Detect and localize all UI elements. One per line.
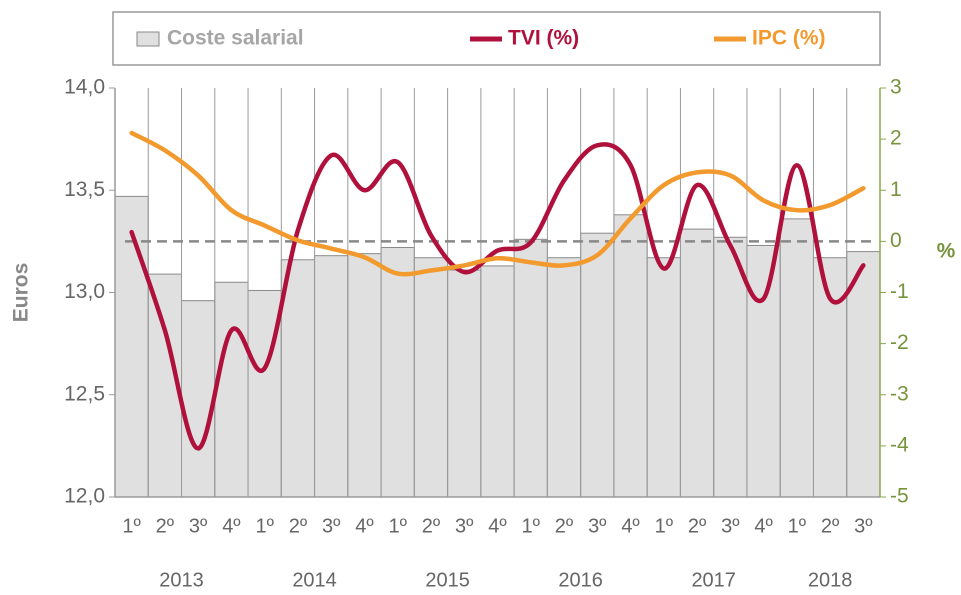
x-tick-label: 3º xyxy=(588,515,607,537)
y2-tick-label: 3 xyxy=(890,76,902,99)
x-tick-label: 3º xyxy=(854,515,873,537)
x-tick-label: 3º xyxy=(455,515,474,537)
year-label: 2015 xyxy=(425,569,470,591)
y2-tick-label: -2 xyxy=(890,331,909,354)
y-tick-label: 12,0 xyxy=(64,485,105,508)
legend-swatch xyxy=(136,31,160,47)
year-label: 2017 xyxy=(691,569,736,591)
x-tick-label: 3º xyxy=(721,515,740,537)
x-tick-label: 2º xyxy=(289,515,308,537)
y2-tick-label: 2 xyxy=(890,127,902,150)
bar xyxy=(114,195,149,498)
y2-tick-label: -5 xyxy=(890,485,909,508)
year-label: 2014 xyxy=(292,569,337,591)
x-tick-label: 2º xyxy=(555,515,574,537)
y2-tick-label: -1 xyxy=(890,280,909,303)
x-tick-label: 4º xyxy=(754,515,773,537)
bar xyxy=(679,228,715,498)
y2-tick-label: -3 xyxy=(890,382,909,405)
bar xyxy=(380,247,415,498)
year-label: 2016 xyxy=(558,569,603,591)
year-label: 2013 xyxy=(159,569,204,591)
bar xyxy=(280,259,316,498)
x-tick-label: 3º xyxy=(189,515,208,537)
x-tick-label: 2º xyxy=(688,515,707,537)
line-series xyxy=(129,142,866,451)
x-tick-label: 2º xyxy=(821,515,840,537)
bar xyxy=(480,265,515,498)
y-axis-title: Euros xyxy=(10,263,33,323)
bar xyxy=(546,257,582,498)
bar xyxy=(181,300,216,498)
x-tick-label: 1º xyxy=(655,515,674,537)
x-tick-label: 4º xyxy=(488,515,507,537)
bar xyxy=(413,257,449,498)
x-tick-label: 2º xyxy=(422,515,441,537)
y-tick-label: 13,5 xyxy=(64,178,105,201)
y2-axis-title: % xyxy=(937,240,956,263)
y2-tick-label: 0 xyxy=(890,229,902,252)
legend-label: Coste salarial xyxy=(167,27,304,50)
bar xyxy=(347,253,382,498)
year-label: 2018 xyxy=(808,569,853,591)
y-tick-label: 12,5 xyxy=(64,382,105,405)
bar xyxy=(447,269,482,498)
x-tick-label: 1º xyxy=(255,515,274,537)
bar xyxy=(580,232,615,498)
x-tick-label: 4º xyxy=(621,515,640,537)
x-tick-label: 1º xyxy=(122,515,141,537)
bar xyxy=(513,238,548,498)
legend-label: TVI (%) xyxy=(508,27,579,50)
y2-tick-label: -4 xyxy=(890,433,909,456)
y-tick-label: 14,0 xyxy=(64,76,105,99)
x-tick-label: 1º xyxy=(788,515,807,537)
legend-label: IPC (%) xyxy=(752,27,826,50)
y-tick-label: 13,0 xyxy=(64,280,105,303)
bar xyxy=(746,244,781,498)
bar xyxy=(779,218,814,498)
x-tick-label: 2º xyxy=(156,515,175,537)
x-tick-label: 4º xyxy=(355,515,374,537)
bar xyxy=(646,257,681,498)
bar xyxy=(613,214,648,498)
line-series xyxy=(129,130,866,277)
x-tick-label: 1º xyxy=(388,515,407,537)
y2-tick-label: 1 xyxy=(890,178,902,201)
bar xyxy=(314,255,349,498)
x-tick-label: 3º xyxy=(322,515,341,537)
bar xyxy=(214,281,249,498)
x-tick-label: 4º xyxy=(222,515,241,537)
x-tick-label: 1º xyxy=(522,515,541,537)
